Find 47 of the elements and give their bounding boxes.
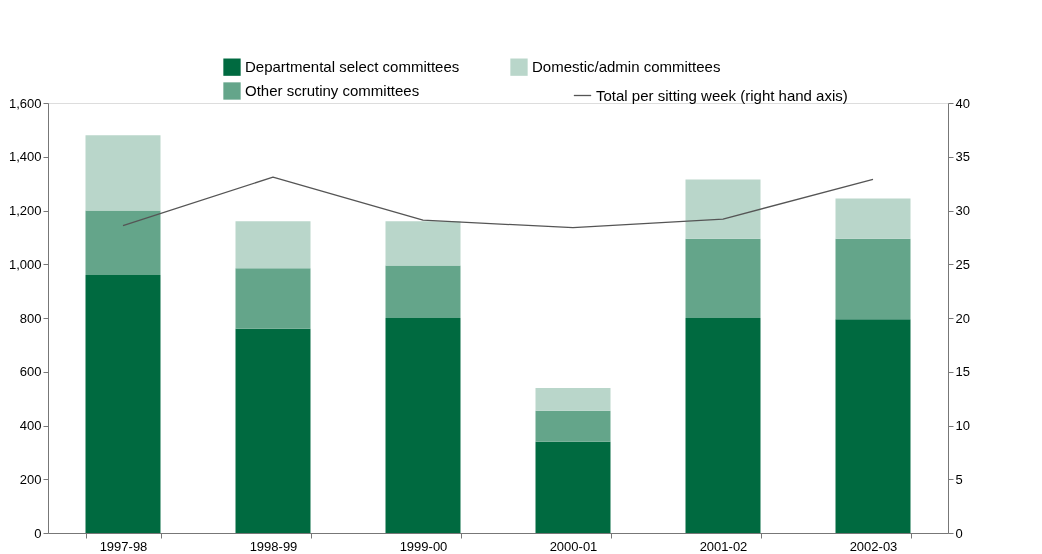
bar: [235, 328, 311, 533]
y2-tick-label: 5: [955, 471, 963, 487]
bar: [685, 318, 761, 533]
line-series: [122, 176, 874, 229]
y-tick-label: 800: [19, 310, 42, 326]
y-tick-label: 1,400: [8, 149, 42, 165]
bar: [235, 221, 311, 269]
y2-tick-label: 25: [955, 256, 970, 272]
x-tick-label: 1997-98: [99, 538, 148, 554]
legend-label: Total per sitting week (right hand axis): [596, 86, 848, 104]
bar: [85, 275, 161, 533]
y2-tick-label: 35: [955, 149, 970, 165]
y-tick-label: 600: [19, 364, 42, 380]
y-tick-label: 0: [34, 525, 42, 541]
y-tick-label: 400: [19, 418, 42, 433]
bar: [85, 210, 161, 275]
x-tick-label: 2000-01: [549, 538, 598, 554]
bar: [85, 135, 161, 211]
x-tick-label: 2002-03: [849, 538, 898, 554]
legend-label: Domestic/admin committees: [532, 58, 721, 76]
y-tick-label: 1,000: [8, 256, 42, 272]
y-tick-label: 200: [19, 471, 42, 487]
bar: [835, 319, 911, 533]
x-tick-label: 2001-02: [699, 538, 748, 554]
y2-tick-label: 30: [955, 203, 970, 218]
y2-tick-label: 0: [955, 525, 963, 541]
y-tick-label: 1,600: [8, 95, 42, 111]
y2-tick-label: 40: [955, 95, 970, 111]
y2-tick-label: 10: [955, 418, 970, 433]
bar: [835, 238, 911, 320]
bar: [385, 265, 461, 318]
y2-tick-label: 20: [955, 310, 970, 326]
legend-label: Other scrutiny committees: [245, 82, 420, 99]
bar: [535, 387, 611, 411]
y-tick-label: 1,200: [8, 203, 42, 218]
bar: [385, 221, 461, 266]
y2-tick-label: 15: [955, 364, 970, 380]
bar: [685, 179, 761, 239]
bar: [235, 268, 311, 329]
legend-label: Departmental select committees: [245, 58, 460, 76]
bar: [385, 318, 461, 533]
bar: [535, 410, 611, 442]
bar: [835, 198, 911, 239]
x-tick-label: 1999-00: [399, 538, 448, 554]
bar: [685, 238, 761, 318]
bar: [535, 441, 611, 533]
x-tick-label: 1998-99: [249, 538, 298, 554]
